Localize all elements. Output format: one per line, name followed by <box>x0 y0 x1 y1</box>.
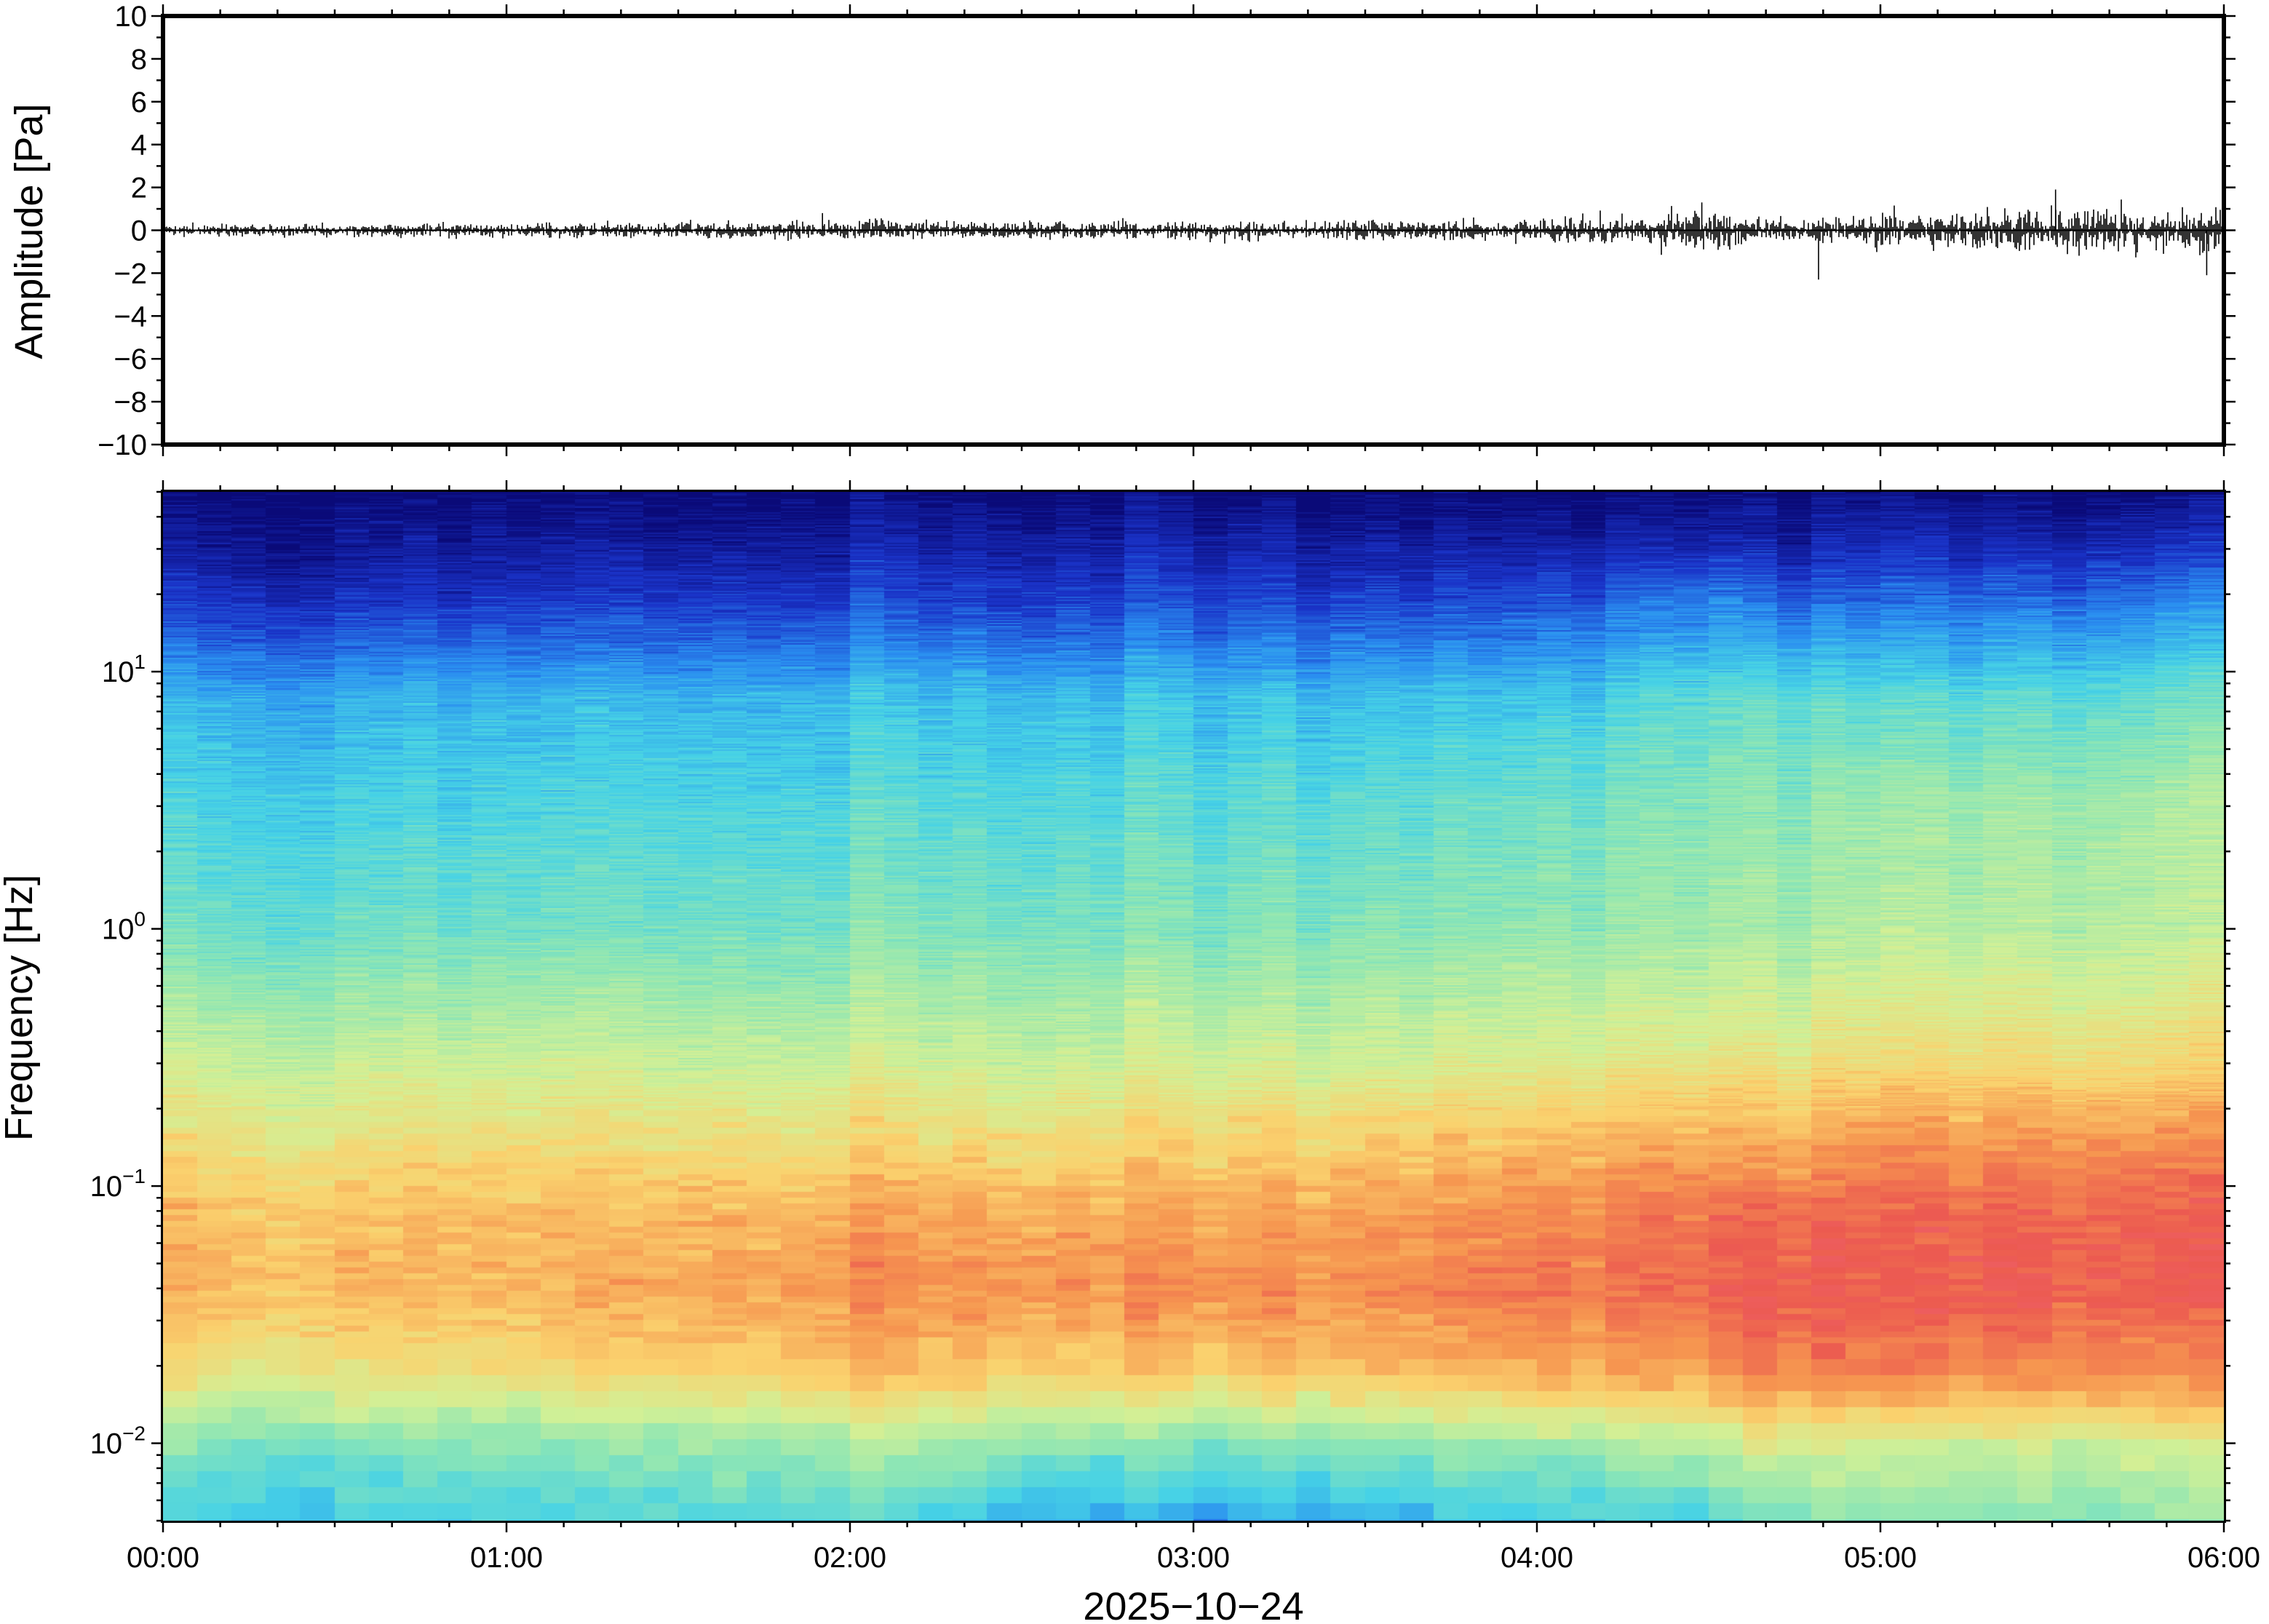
amplitude-y-tick-label: −10 <box>98 429 147 461</box>
time-x-tick-label: 02:00 <box>814 1542 886 1574</box>
amplitude-frame <box>161 14 2226 447</box>
amplitude-y-tick-label: −2 <box>114 258 147 290</box>
amplitude-y-tick-label: −8 <box>114 386 147 418</box>
frequency-y-tick-label: 100 <box>102 908 146 946</box>
amplitude-y-tick-label: 4 <box>131 130 147 162</box>
amplitude-axis-title: Amplitude [Pa] <box>7 103 51 359</box>
time-x-tick-label: 00:00 <box>127 1542 199 1574</box>
date-axis-title: 2025−10−24 <box>1083 1585 1303 1624</box>
amplitude-y-axis: 10 8 6 4 2 0 −2 −4 −6 −8 −10 <box>98 1 2236 461</box>
time-x-tick-label: 06:00 <box>2187 1542 2260 1574</box>
frequency-y-tick-label: 10−2 <box>90 1422 146 1460</box>
amplitude-panel: 10 8 6 4 2 0 −2 −4 −6 −8 −10 Amplitude [Pa] <box>7 1 2236 461</box>
amplitude-y-tick-label: 6 <box>131 87 147 119</box>
frequency-y-axis: 101 100 10−1 10−2 <box>90 490 2236 1522</box>
time-x-tick-label: 04:00 <box>1501 1542 1573 1574</box>
frequency-y-tick-label: 101 <box>102 650 146 688</box>
amplitude-y-tick-label: 2 <box>131 172 147 204</box>
spectrogram-heatmap <box>163 492 2224 1521</box>
amplitude-y-tick-label: 10 <box>115 1 148 33</box>
amplitude-y-tick-label: −4 <box>114 300 147 333</box>
amplitude-y-tick-label: −6 <box>114 343 147 375</box>
amplitude-y-tick-label: 8 <box>131 44 147 76</box>
frequency-axis-title: Frequency [Hz] <box>0 875 41 1141</box>
time-x-tick-label: 03:00 <box>1157 1542 1230 1574</box>
time-x-tick-label: 05:00 <box>1844 1542 1917 1574</box>
frequency-y-tick-label: 10−1 <box>90 1165 146 1203</box>
time-x-tick-label: 01:00 <box>470 1542 543 1574</box>
amplitude-y-tick-label: 0 <box>131 215 147 247</box>
